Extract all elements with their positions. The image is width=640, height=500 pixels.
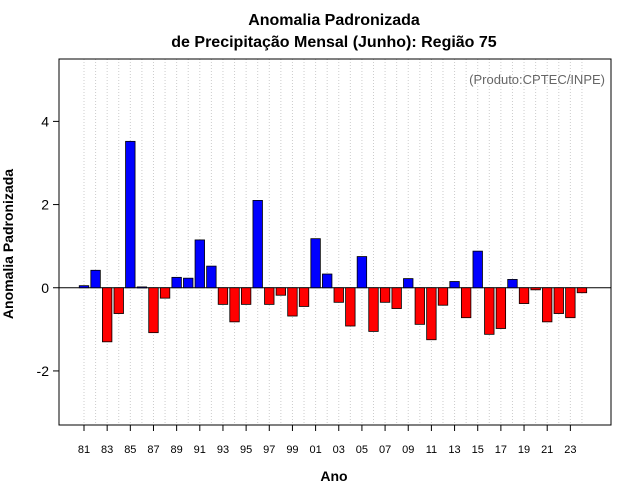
x-axis: 81 83 85 87 89 91 93 95 97 99 01 03 05 07 09 11 13 15 17 19… [78,425,576,456]
x-tick-label-23: 23 [564,444,576,456]
x-tick-label-11: 11 [426,444,437,456]
x-tick-label-97: 97 [263,444,275,456]
x-tick-label-85: 85 [124,444,136,456]
bar-87 [148,287,159,334]
y-tick-label-2: 2 [41,197,49,213]
bar-10 [414,287,425,325]
bar-08 [391,287,402,309]
chart-title-line2: de Precipitação Mensal (Junho): Região 7… [171,34,497,51]
bar-89 [171,276,182,289]
bar-21 [542,287,553,323]
bar-24 [576,287,588,294]
x-tick-label-03: 03 [333,444,345,456]
bar-06 [368,287,379,332]
bar-93 [217,287,229,305]
y-tick-label-0: 0 [41,280,49,296]
bar-20 [530,287,541,291]
x-tick-label-13: 13 [448,444,460,456]
bar-94 [229,287,240,323]
bar-90 [183,277,194,289]
bar-96 [252,200,263,289]
bar-88 [159,287,171,299]
plot-frame [58,58,612,426]
bar-82 [90,269,101,289]
bar-04 [345,287,356,327]
grid-lines [83,59,583,425]
bar-12 [437,287,449,306]
bar-15 [472,250,483,289]
bar-13 [449,281,460,289]
bar-85 [125,140,136,289]
bar-03 [333,287,344,303]
x-tick-label-87: 87 [147,444,159,456]
bar-91 [194,239,205,289]
x-tick-label-93: 93 [217,444,229,456]
bar-23 [565,287,576,319]
product-credit: (Produto:CPTEC/INPE) [469,72,605,87]
bar-11 [426,287,437,341]
y-tick-label-4: 4 [41,113,49,129]
bar-92 [206,265,217,289]
y-axis: -2 0 2 4 [37,113,59,379]
bar-07 [379,287,391,303]
x-tick-label-91: 91 [194,444,206,456]
bar-86 [136,286,148,289]
bar-18 [507,279,518,289]
bar-99 [287,287,298,317]
bar-81 [78,285,90,289]
bar-98 [275,287,287,296]
x-axis-label: Ano [320,468,347,484]
bar-14 [460,287,472,319]
x-tick-label-19: 19 [518,444,530,456]
bar-01 [310,238,321,289]
chart-title-line1: Anomalia Padronizada [248,12,420,29]
bar-95 [240,287,252,305]
x-tick-label-95: 95 [240,444,252,456]
x-tick-label-81: 81 [78,444,90,456]
x-tick-label-07: 07 [379,444,391,456]
bar-05 [356,256,368,289]
bar-97 [264,287,275,305]
x-tick-label-99: 99 [286,444,298,456]
x-tick-label-89: 89 [171,444,183,456]
bars [78,140,588,343]
x-tick-label-09: 09 [402,444,414,456]
x-tick-label-15: 15 [472,444,484,456]
x-tick-label-83: 83 [101,444,113,456]
bar-00 [298,287,310,307]
x-tick-label-17: 17 [495,444,507,456]
bar-83 [102,287,113,343]
x-tick-label-21: 21 [541,444,553,456]
y-tick-label--2: -2 [37,363,50,379]
bar-09 [403,278,414,289]
bar-84 [113,287,124,314]
bar-02 [322,273,333,289]
x-tick-label-05: 05 [356,444,368,456]
y-axis-label: Anomalia Padronizada [0,169,16,319]
bar-22 [553,287,564,314]
x-tick-label-01: 01 [309,444,321,456]
bar-16 [484,287,495,335]
bar-17 [495,287,507,329]
bar-19 [518,287,530,304]
